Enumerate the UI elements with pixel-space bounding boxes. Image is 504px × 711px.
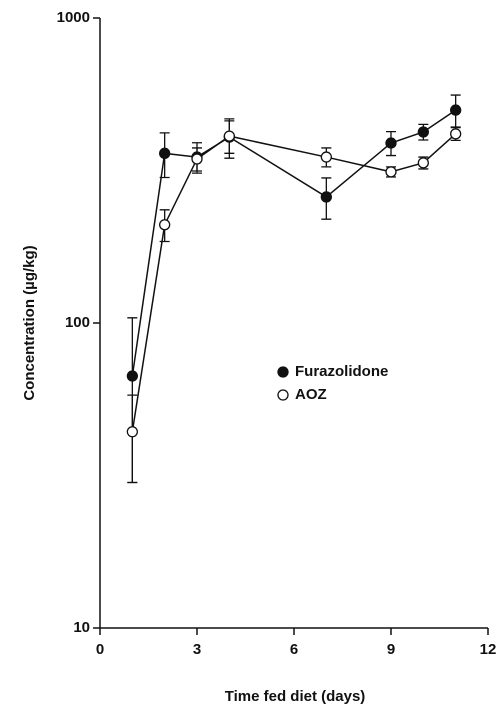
data-point <box>450 128 462 140</box>
data-point <box>450 104 462 116</box>
data-point <box>191 153 203 165</box>
data-point <box>126 426 138 438</box>
legend-marker <box>277 389 289 401</box>
x-axis-label: Time fed diet (days) <box>225 688 366 705</box>
data-point <box>385 166 397 178</box>
error-bar <box>127 394 138 484</box>
data-point <box>159 219 171 231</box>
data-point <box>417 157 429 169</box>
x-tick-label: 3 <box>193 641 201 658</box>
y-tick-label: 1000 <box>57 9 90 26</box>
x-tick-label: 9 <box>387 641 395 658</box>
x-tick-label: 0 <box>96 641 104 658</box>
x-tick-label: 6 <box>290 641 298 658</box>
legend-marker <box>277 366 289 378</box>
data-point <box>320 151 332 163</box>
data-point <box>223 130 235 142</box>
data-point <box>159 147 171 159</box>
data-point <box>385 137 397 149</box>
legend-label: Furazolidone <box>295 363 388 380</box>
y-tick-label: 100 <box>65 314 90 331</box>
data-point <box>417 126 429 138</box>
series-line <box>131 133 457 432</box>
x-tick-label: 12 <box>480 641 497 658</box>
y-axis-label: Concentration (µg/kg) <box>21 245 38 400</box>
y-tick-label: 10 <box>73 619 90 636</box>
data-point <box>126 370 138 382</box>
data-point <box>320 191 332 203</box>
legend-label: AOZ <box>295 386 327 403</box>
